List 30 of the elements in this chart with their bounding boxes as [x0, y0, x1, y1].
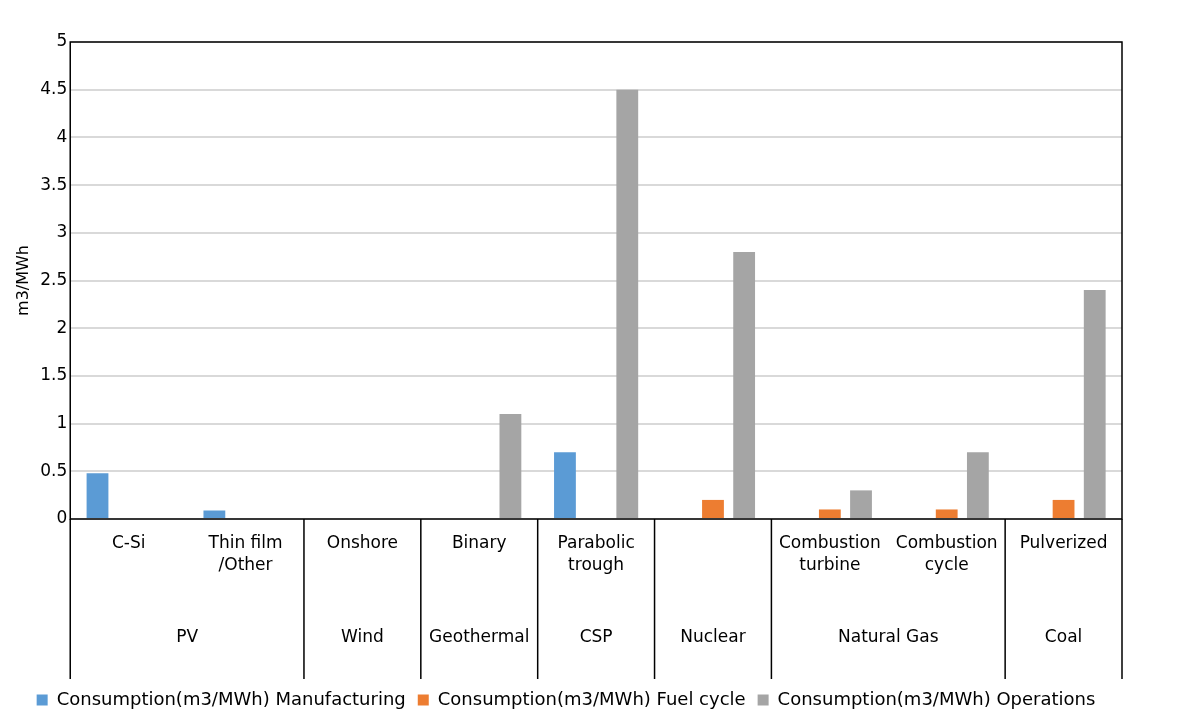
legend-label: Consumption(m3/MWh) Fuel cycle [437, 687, 746, 709]
y-tick-label: 5 [56, 30, 68, 51]
y-tick-label: 2 [56, 316, 68, 337]
text: PV [176, 625, 199, 646]
y-tick-label: 3.5 [40, 173, 68, 194]
text: Wind [341, 625, 384, 646]
x-tick-label: Onshore [326, 531, 399, 552]
y-tick-label: 1 [56, 412, 68, 433]
y-tick-label: 4 [56, 125, 68, 146]
y-tick-label: 4.5 [40, 78, 68, 99]
text: Geothermal [429, 625, 530, 646]
y-tick-label: 2.5 [40, 268, 68, 289]
x-tick-label: C-Si [111, 531, 146, 552]
y-tick-label: 1.5 [40, 364, 68, 385]
x-tick-label: Binary [451, 531, 507, 552]
y-tick-label: 0 [56, 507, 68, 528]
legend-label: Consumption(m3/MWh) Operations [777, 687, 1096, 709]
text: Nuclear [680, 625, 746, 646]
text: Natural Gas [837, 625, 939, 646]
y-tick-label: 3 [56, 221, 68, 242]
y-axis-title: m3/MWh [12, 245, 32, 316]
x-tick-label: Thin film /Other [207, 531, 283, 574]
legend-label: Consumption(m3/MWh) Manufacturing [56, 687, 406, 709]
text: Coal [1044, 625, 1083, 646]
x-tick-label: Combustion cycle [895, 531, 998, 574]
text: CSP [579, 625, 613, 646]
x-tick-label: Pulverized [1019, 531, 1108, 552]
x-tick-label: Combustion turbine [778, 531, 881, 574]
x-tick-label: Parabolic trough [557, 531, 635, 574]
y-tick-label: 0.5 [40, 459, 68, 480]
